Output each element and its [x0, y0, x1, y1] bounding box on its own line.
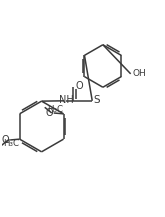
- Text: OH: OH: [133, 69, 146, 77]
- Text: H₃C: H₃C: [3, 139, 19, 148]
- Text: O: O: [45, 108, 53, 118]
- Text: H₃C: H₃C: [47, 105, 63, 114]
- Text: O: O: [75, 81, 83, 91]
- Text: S: S: [94, 95, 100, 105]
- Text: O: O: [2, 135, 9, 145]
- Text: NH: NH: [59, 95, 74, 105]
